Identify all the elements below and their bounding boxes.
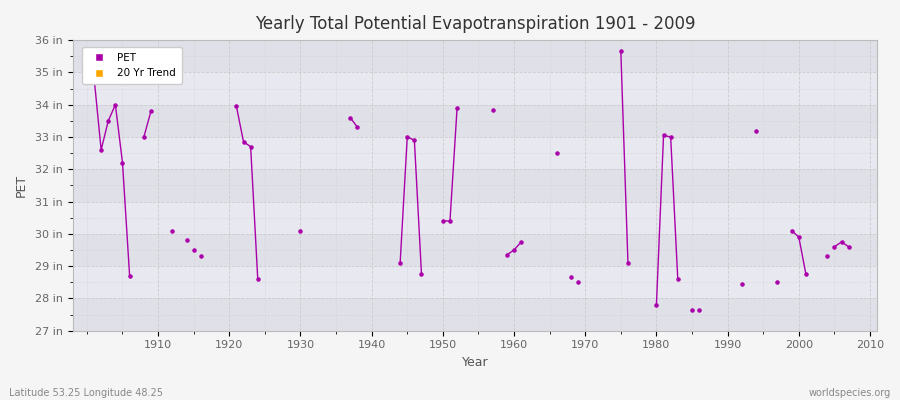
Point xyxy=(350,124,365,130)
Text: worldspecies.org: worldspecies.org xyxy=(809,388,891,398)
Point xyxy=(450,105,464,111)
Point xyxy=(393,260,408,266)
Point xyxy=(785,228,799,234)
Point xyxy=(571,279,585,286)
Point xyxy=(749,127,763,134)
Bar xyxy=(73,40,878,72)
Legend: PET, 20 Yr Trend: PET, 20 Yr Trend xyxy=(82,47,183,84)
Point xyxy=(250,276,265,282)
Point xyxy=(436,218,450,224)
X-axis label: Year: Year xyxy=(462,356,488,369)
Point xyxy=(400,134,415,140)
Point xyxy=(144,108,158,114)
Point xyxy=(614,48,628,55)
Bar xyxy=(73,169,878,202)
Point xyxy=(179,237,194,244)
Point xyxy=(115,160,130,166)
Point xyxy=(514,239,528,245)
Bar xyxy=(73,105,878,137)
Point xyxy=(414,271,428,278)
Point xyxy=(122,273,137,279)
Point xyxy=(86,74,101,80)
Point xyxy=(500,252,514,258)
Point xyxy=(101,118,115,124)
Bar xyxy=(73,202,878,234)
Point xyxy=(670,276,685,282)
Bar xyxy=(73,72,878,105)
Point xyxy=(343,114,357,121)
Text: Latitude 53.25 Longitude 48.25: Latitude 53.25 Longitude 48.25 xyxy=(9,388,163,398)
Point xyxy=(230,103,244,110)
Point xyxy=(186,247,201,253)
Point xyxy=(685,306,699,313)
Bar xyxy=(73,137,878,169)
Point xyxy=(407,137,421,144)
Point xyxy=(94,147,108,153)
Point xyxy=(827,244,842,250)
Point xyxy=(237,139,251,145)
Title: Yearly Total Potential Evapotranspiration 1901 - 2009: Yearly Total Potential Evapotranspiratio… xyxy=(255,15,695,33)
Point xyxy=(563,274,578,281)
Point xyxy=(443,218,457,224)
Point xyxy=(798,271,813,278)
Point xyxy=(770,279,785,286)
Point xyxy=(194,253,208,260)
Point xyxy=(293,228,308,234)
Point xyxy=(137,134,151,140)
Point xyxy=(165,228,179,234)
Point xyxy=(734,281,749,287)
Point xyxy=(243,144,257,150)
Point xyxy=(663,134,678,140)
Point xyxy=(621,260,635,266)
Point xyxy=(820,253,834,260)
Bar xyxy=(73,234,878,266)
Point xyxy=(842,244,856,250)
Bar xyxy=(73,298,878,331)
Y-axis label: PET: PET xyxy=(15,174,28,197)
Point xyxy=(656,132,670,138)
Point xyxy=(108,102,122,108)
Point xyxy=(834,239,849,245)
Point xyxy=(792,234,806,240)
Point xyxy=(692,306,706,313)
Point xyxy=(485,106,500,113)
Point xyxy=(550,150,564,156)
Point xyxy=(649,302,663,308)
Bar xyxy=(73,266,878,298)
Point xyxy=(507,247,521,253)
